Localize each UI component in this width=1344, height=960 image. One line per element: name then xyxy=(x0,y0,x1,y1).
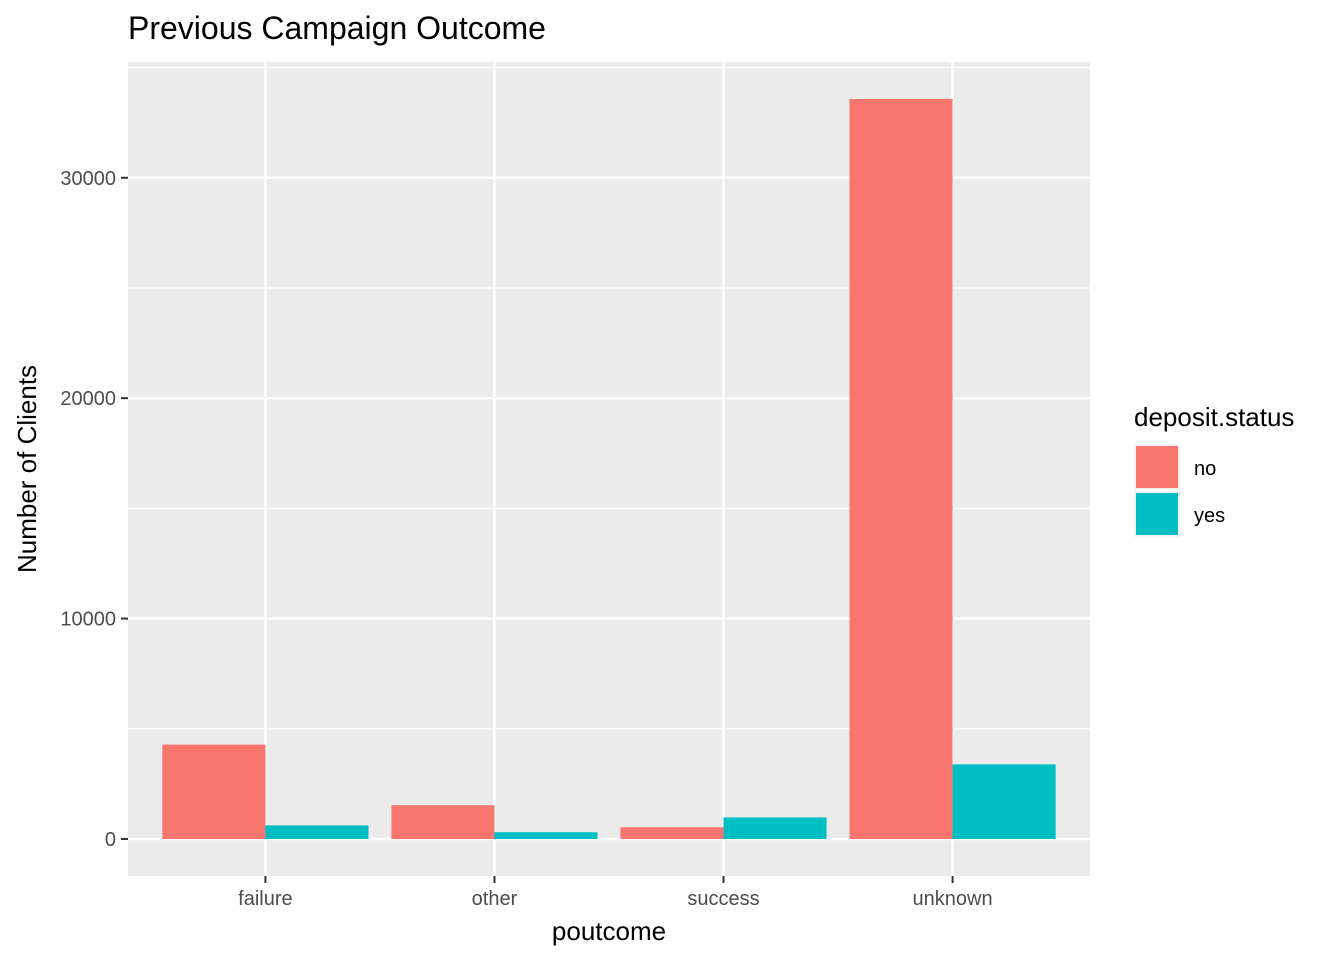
x-tick-label-unknown: unknown xyxy=(913,888,993,910)
y-axis: 0 10000 20000 30000 xyxy=(60,168,128,851)
x-tick-label-success: success xyxy=(687,888,759,910)
legend-label-no: no xyxy=(1194,458,1216,480)
bar-other-no xyxy=(391,805,495,839)
y-tick-label-2: 20000 xyxy=(60,388,116,410)
x-axis-title: poutcome xyxy=(552,916,666,946)
x-tick-label-other: other xyxy=(472,888,518,910)
chart-title: Previous Campaign Outcome xyxy=(128,10,546,46)
legend-title: deposit.status xyxy=(1134,402,1294,432)
legend-items: no yes xyxy=(1134,444,1225,537)
bars xyxy=(162,99,1056,839)
legend: deposit.status no yes xyxy=(1134,402,1294,537)
bar-other-yes xyxy=(494,832,598,839)
y-axis-title: Number of Clients xyxy=(12,365,42,573)
bar-failure-yes xyxy=(265,825,369,839)
legend-label-yes: yes xyxy=(1194,505,1225,527)
legend-swatch-no xyxy=(1136,446,1178,488)
y-tick-label-0: 0 xyxy=(105,829,116,851)
x-axis: failure other success unknown xyxy=(238,876,993,910)
bar-failure-no xyxy=(162,744,266,839)
y-tick-label-3: 30000 xyxy=(60,168,116,190)
legend-swatch-yes xyxy=(1136,493,1178,535)
x-tick-label-failure: failure xyxy=(238,888,292,910)
bar-success-yes xyxy=(723,817,827,839)
y-tick-label-1: 10000 xyxy=(60,609,116,631)
bar-unknown-yes xyxy=(952,764,1056,839)
bar-unknown-no xyxy=(849,99,953,839)
bar-success-no xyxy=(620,827,724,839)
